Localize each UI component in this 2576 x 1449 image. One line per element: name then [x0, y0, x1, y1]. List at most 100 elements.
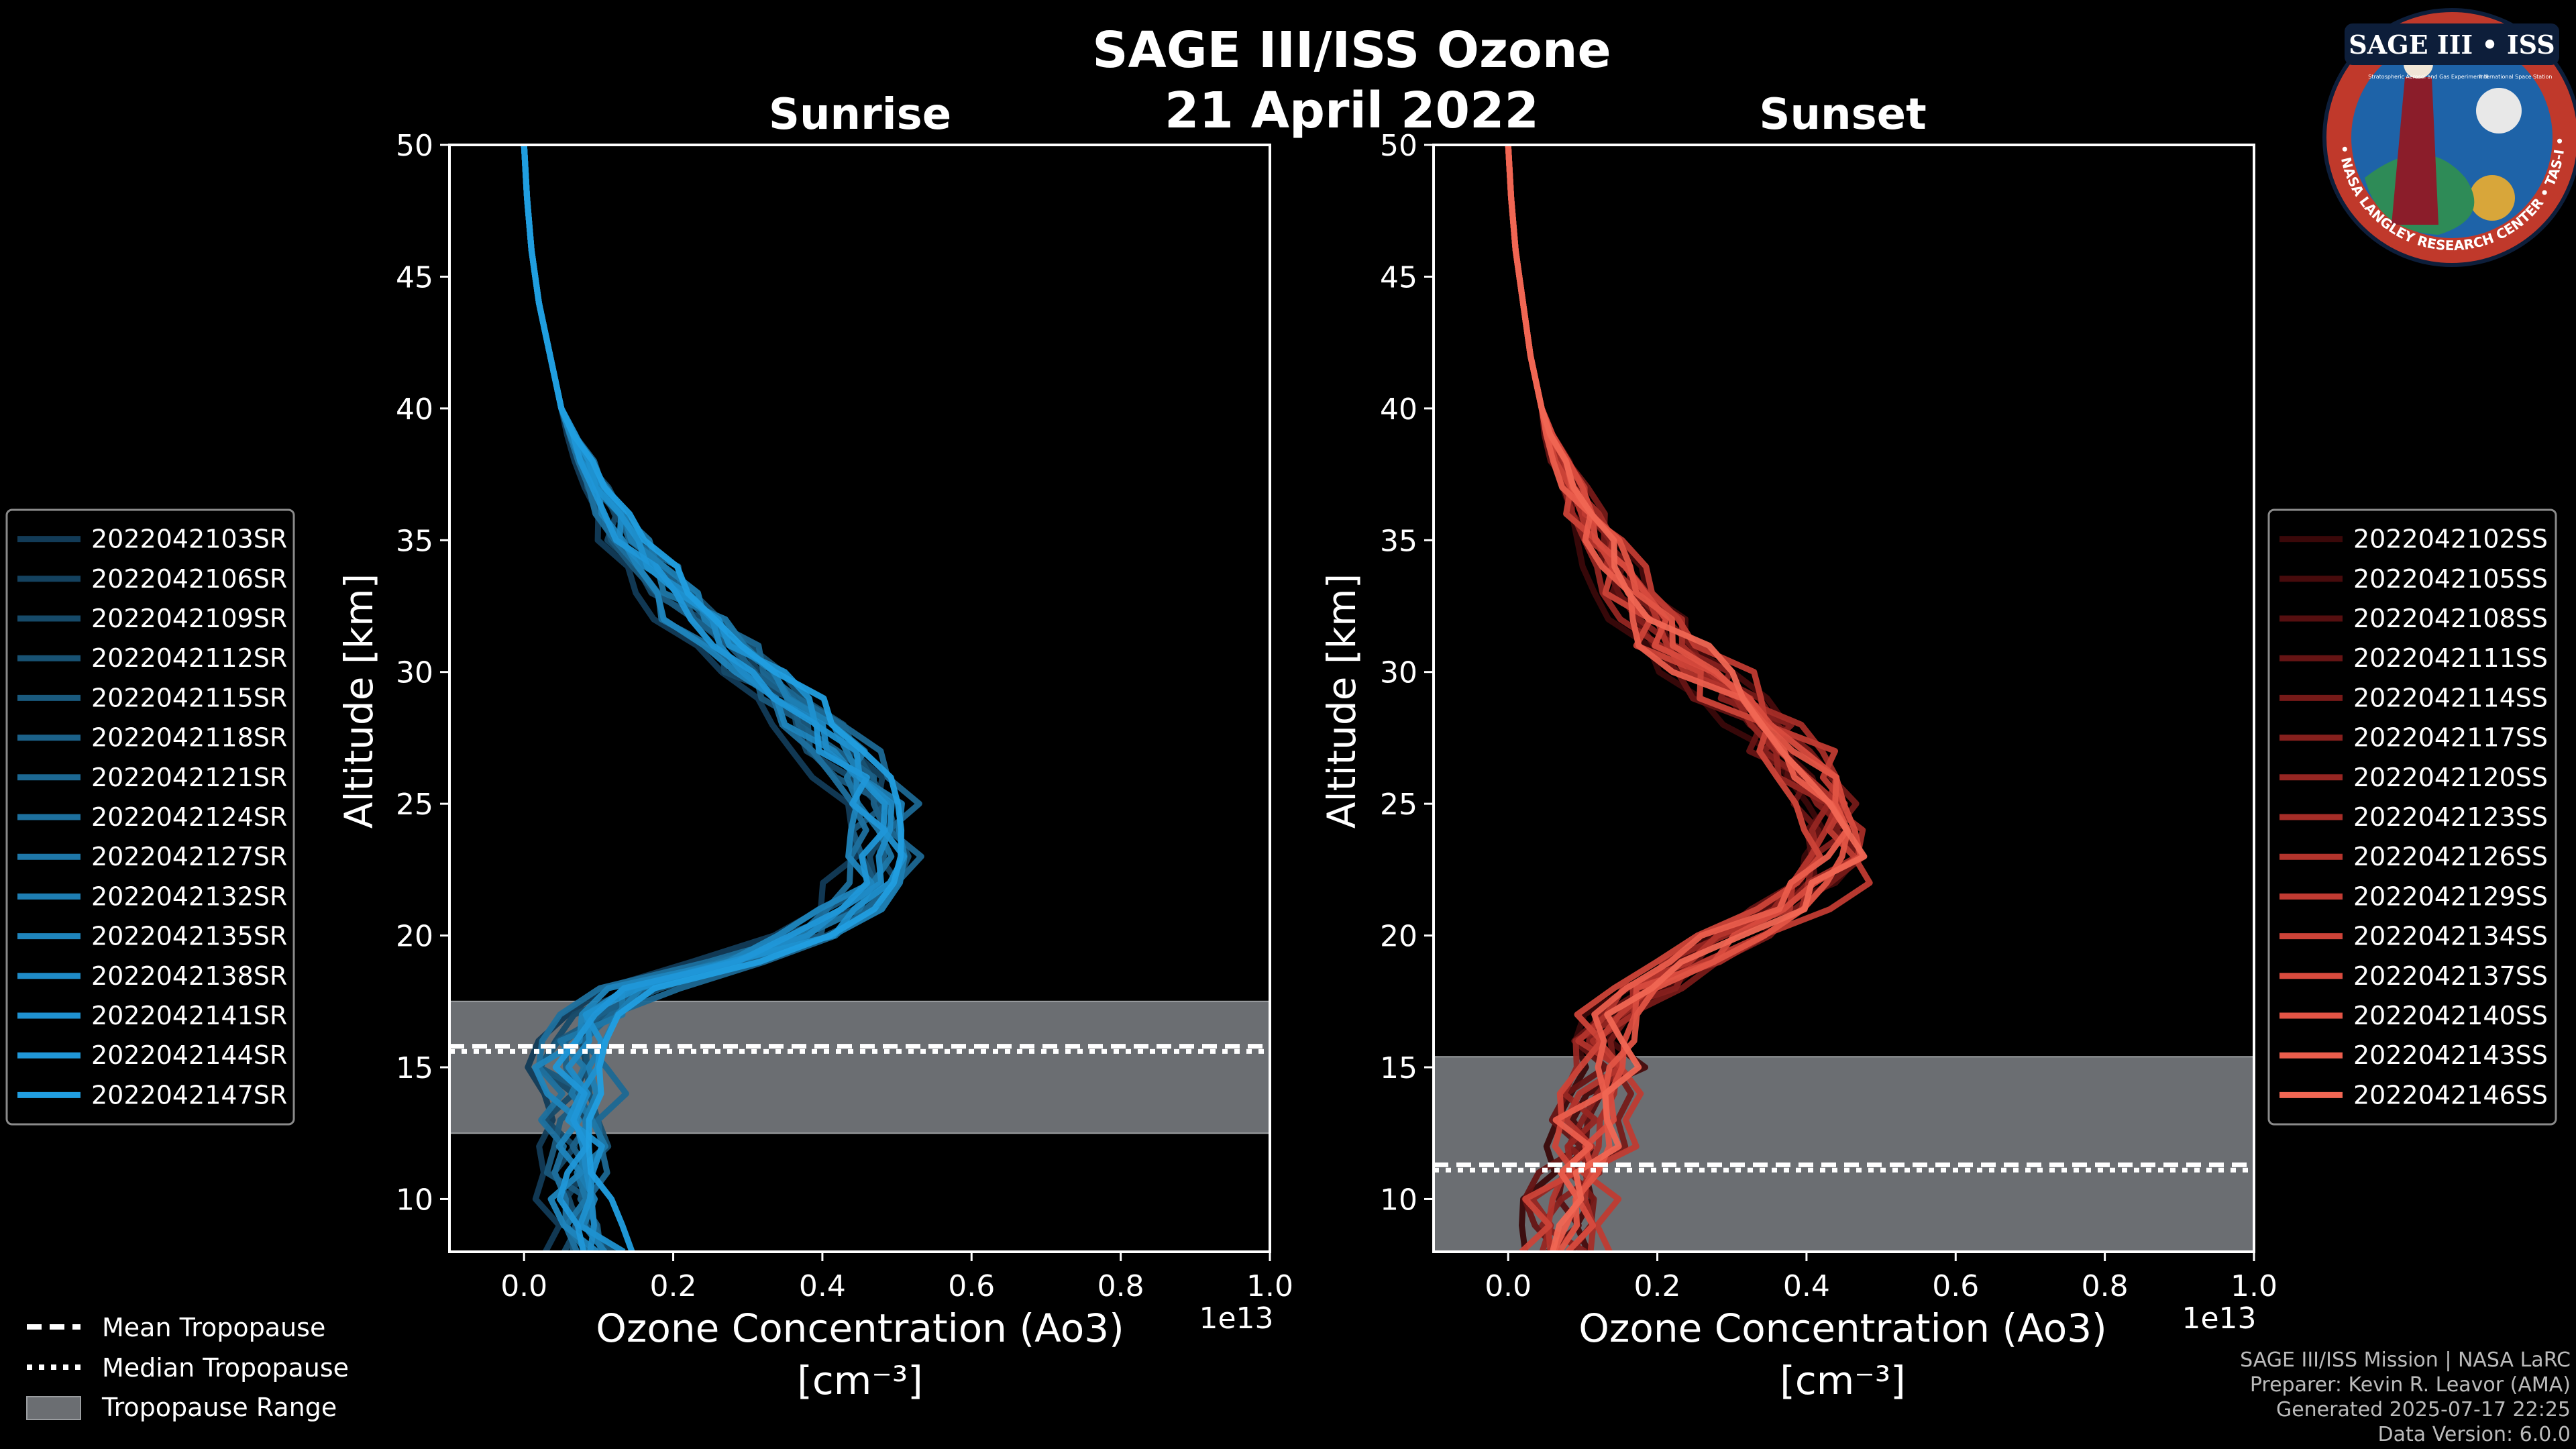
- sunrise-legend: 2022042103SR 2022042106SR 2022042109SR 2022…: [5, 508, 295, 1126]
- sunrise-x-tick-label: 0.6: [948, 1269, 995, 1303]
- sunset-legend-label: 2022042120SS: [2353, 763, 2548, 792]
- sunrise-x-axis-label: Ozone Concentration (Ao3): [596, 1305, 1124, 1351]
- sunrise-x-axis-units: [cm⁻³]: [797, 1358, 923, 1403]
- sunrise-legend-label: 2022042118SR: [91, 723, 287, 753]
- sunrise-y-tick-label: 45: [396, 260, 433, 294]
- logo-label: SAGE III • ISS: [2349, 30, 2555, 60]
- sunset-y-tick-label: 40: [1380, 392, 1417, 427]
- figure-title: SAGE III/ISS Ozone: [1092, 21, 1611, 79]
- sunset-legend-label: 2022042102SS: [2353, 525, 2548, 554]
- sunset-y-axis-label: Altitude [km]: [1319, 574, 1364, 828]
- sunrise-legend-box: [5, 508, 295, 1126]
- sunset-x-axis-units: [cm⁻³]: [1780, 1358, 1906, 1403]
- sunrise-y-tick-label: 25: [396, 788, 433, 822]
- sunrise-x-scale-label: 1e13: [1199, 1301, 1273, 1336]
- tropopause-legend: Mean Tropopause Median Tropopause Tropop…: [26, 1313, 349, 1422]
- sunrise-panel: 0.0 0.2 0.4 0.6 0.8 1.0 10 15 20 25 30 35 40 45 50 Sun…: [5, 90, 1293, 1403]
- sunset-legend-label: 2022042105SS: [2353, 564, 2548, 594]
- sunset-plot-area: 0.0 0.2 0.4 0.6 0.8 1.0 10 15 20 25 30 35 40 45 50: [1380, 129, 2277, 1303]
- sunset-legend-label: 2022042134SS: [2353, 922, 2548, 951]
- sunset-legend-label: 2022042146SS: [2353, 1080, 2548, 1110]
- sunrise-y-tick-label: 30: [396, 656, 433, 690]
- sunset-legend-label: 2022042108SS: [2353, 604, 2548, 633]
- sunset-panel: 0.0 0.2 0.4 0.6 0.8 1.0 10 15 20 25 30 35 40 45 50 Sun…: [1319, 90, 2557, 1403]
- sunset-legend-label: 2022042117SS: [2353, 723, 2548, 753]
- sunset-y-tick-label: 50: [1380, 129, 1417, 163]
- sunrise-legend-label: 2022042141SR: [91, 1001, 287, 1030]
- tropopause-range-label: Tropopause Range: [101, 1393, 337, 1422]
- sunset-y-tick-label: 45: [1380, 260, 1417, 294]
- sunrise-legend-label: 2022042109SR: [91, 604, 287, 633]
- sunset-legend: 2022042102SS 2022042105SS 2022042108SS 2022…: [2267, 508, 2557, 1126]
- sunrise-legend-label: 2022042127SR: [91, 842, 287, 871]
- sunset-y-tick-label: 10: [1380, 1183, 1417, 1217]
- sunrise-legend-label: 2022042138SR: [91, 961, 287, 991]
- sunset-x-axis-label: Ozone Concentration (Ao3): [1578, 1305, 2107, 1351]
- footer-generated: Generated 2025-07-17 22:25: [2276, 1398, 2571, 1421]
- sunset-legend-box: [2267, 508, 2557, 1126]
- sunset-x-tick-label: 1.0: [2231, 1269, 2277, 1303]
- sunset-x-tick-label: 0.6: [1932, 1269, 1979, 1303]
- logo-moon-icon: [2476, 88, 2522, 133]
- sunset-y-tick-label: 20: [1380, 920, 1417, 954]
- sunrise-legend-label: 2022042106SR: [91, 564, 287, 594]
- sunset-profile-2022042143SS: [1505, 145, 1850, 1252]
- sunrise-legend-label: 2022042135SR: [91, 922, 287, 951]
- sage-iii-iss-logo: SAGE III • ISS Stratospheric Aerosol and…: [2322, 8, 2576, 267]
- mean-tropopause-label: Mean Tropopause: [102, 1313, 325, 1342]
- logo-station-text: International Space Station: [2479, 74, 2553, 80]
- sunset-legend-label: 2022042143SS: [2353, 1040, 2548, 1070]
- sunset-y-tick-label: 25: [1380, 788, 1417, 822]
- sunrise-x-tick-label: 1.0: [1246, 1269, 1293, 1303]
- sunrise-x-tick-label: 0.8: [1097, 1269, 1144, 1303]
- sunset-legend-label: 2022042140SS: [2353, 1001, 2548, 1030]
- sunset-x-tick-label: 0.4: [1783, 1269, 1830, 1303]
- logo-wizard-icon: [2392, 77, 2438, 225]
- sunset-y-tick-label: 30: [1380, 656, 1417, 690]
- sunrise-legend-label: 2022042147SR: [91, 1080, 287, 1110]
- sunset-legend-label: 2022042111SS: [2353, 643, 2548, 673]
- sunset-x-tick-label: 0.8: [2082, 1269, 2129, 1303]
- sunrise-y-tick-label: 50: [396, 129, 433, 163]
- sunset-legend-label: 2022042137SS: [2353, 961, 2548, 991]
- footer-preparer: Preparer: Kevin R. Leavor (AMA): [2250, 1373, 2571, 1397]
- sunset-tropopause-range: [1433, 1056, 2255, 1253]
- sunrise-legend-label: 2022042144SR: [91, 1040, 287, 1070]
- footer-credits: SAGE III/ISS Mission | NASA LaRC Prepare…: [2240, 1348, 2571, 1446]
- sunrise-y-axis-label: Altitude [km]: [336, 574, 382, 828]
- sunrise-title: Sunrise: [769, 90, 951, 140]
- sunrise-axes-frame: [448, 144, 1271, 1253]
- sunset-legend-label: 2022042126SS: [2353, 842, 2548, 871]
- footer-mission: SAGE III/ISS Mission | NASA LaRC: [2240, 1348, 2571, 1372]
- median-tropopause-label: Median Tropopause: [102, 1353, 349, 1383]
- sunrise-y-tick-label: 10: [396, 1183, 433, 1217]
- sunrise-profiles: [521, 145, 924, 1252]
- footer-data-version: Data Version: 6.0.0: [2378, 1423, 2571, 1446]
- sunset-legend-label: 2022042123SS: [2353, 802, 2548, 832]
- sunrise-legend-label: 2022042112SR: [91, 643, 287, 673]
- sunrise-legend-label: 2022042103SR: [91, 525, 287, 554]
- sunrise-legend-label: 2022042124SR: [91, 802, 287, 832]
- logo-banner: [2345, 23, 2559, 65]
- tropopause-range-swatch: [26, 1396, 81, 1420]
- logo-sun-icon: [2469, 175, 2515, 221]
- sunset-profile-2022042146SS: [1505, 145, 1868, 1252]
- sunrise-legend-label: 2022042115SR: [91, 683, 287, 712]
- logo-inner-text: Stratospheric Aerosol and Gas Experiment…: [2368, 74, 2488, 80]
- sunrise-x-tick-label: 0.4: [799, 1269, 846, 1303]
- sunset-x-tick-label: 0.0: [1485, 1269, 1532, 1303]
- sunrise-y-tick-label: 15: [396, 1051, 433, 1085]
- sunrise-x-tick-label: 0.2: [650, 1269, 697, 1303]
- sunset-legend-label: 2022042114SS: [2353, 683, 2548, 712]
- sunrise-x-tick-label: 0.0: [500, 1269, 547, 1303]
- sunset-y-tick-label: 35: [1380, 524, 1417, 558]
- sunrise-y-tick-label: 40: [396, 392, 433, 427]
- figure-subtitle: 21 April 2022: [1165, 82, 1539, 140]
- sunset-x-scale-label: 1e13: [2182, 1301, 2256, 1336]
- sunset-profiles: [1505, 145, 1873, 1252]
- sunset-y-tick-label: 15: [1380, 1051, 1417, 1085]
- sunrise-plot-area: 0.0 0.2 0.4 0.6 0.8 1.0 10 15 20 25 30 35 40 45 50: [396, 129, 1293, 1303]
- sunset-axes-frame: [1432, 144, 2255, 1253]
- sunset-x-tick-label: 0.2: [1634, 1269, 1681, 1303]
